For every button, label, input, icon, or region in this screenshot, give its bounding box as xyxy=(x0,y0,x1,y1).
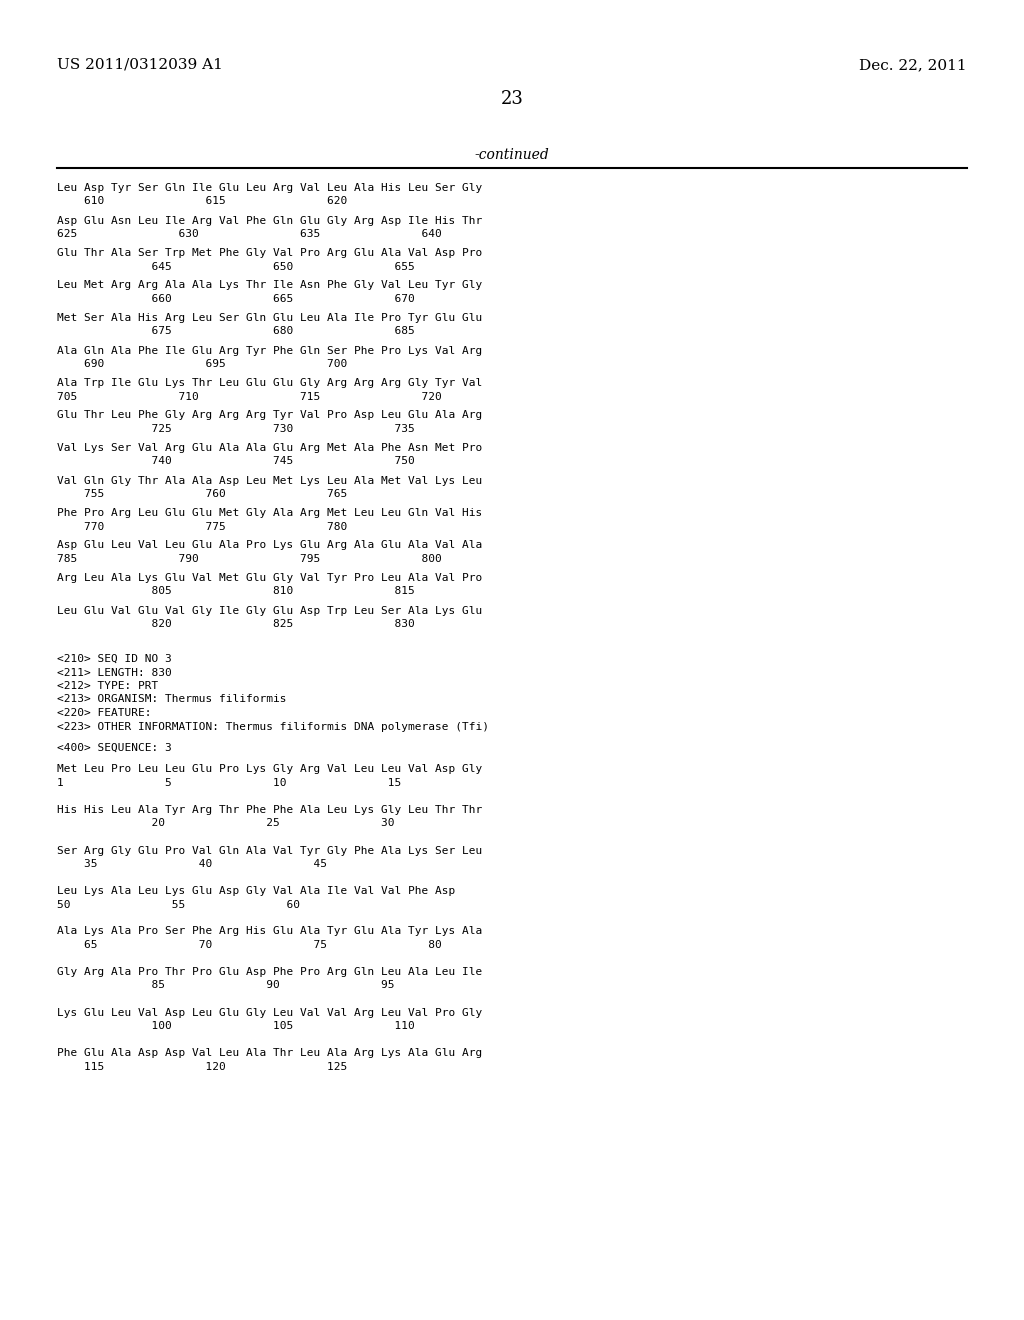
Text: 85               90               95: 85 90 95 xyxy=(57,981,394,990)
Text: Leu Glu Val Glu Val Gly Ile Gly Glu Asp Trp Leu Ser Ala Lys Glu: Leu Glu Val Glu Val Gly Ile Gly Glu Asp … xyxy=(57,606,482,615)
Text: Ser Arg Gly Glu Pro Val Gln Ala Val Tyr Gly Phe Ala Lys Ser Leu: Ser Arg Gly Glu Pro Val Gln Ala Val Tyr … xyxy=(57,846,482,855)
Text: 805               810               815: 805 810 815 xyxy=(57,586,415,597)
Text: <220> FEATURE:: <220> FEATURE: xyxy=(57,708,152,718)
Text: Glu Thr Ala Ser Trp Met Phe Gly Val Pro Arg Glu Ala Val Asp Pro: Glu Thr Ala Ser Trp Met Phe Gly Val Pro … xyxy=(57,248,482,257)
Text: Leu Lys Ala Leu Lys Glu Asp Gly Val Ala Ile Val Val Phe Asp: Leu Lys Ala Leu Lys Glu Asp Gly Val Ala … xyxy=(57,886,456,896)
Text: 675               680               685: 675 680 685 xyxy=(57,326,415,337)
Text: <211> LENGTH: 830: <211> LENGTH: 830 xyxy=(57,668,172,677)
Text: 645               650               655: 645 650 655 xyxy=(57,261,415,272)
Text: <213> ORGANISM: Thermus filiformis: <213> ORGANISM: Thermus filiformis xyxy=(57,694,287,705)
Text: Ala Gln Ala Phe Ile Glu Arg Tyr Phe Gln Ser Phe Pro Lys Val Arg: Ala Gln Ala Phe Ile Glu Arg Tyr Phe Gln … xyxy=(57,346,482,355)
Text: 23: 23 xyxy=(501,90,523,108)
Text: <212> TYPE: PRT: <212> TYPE: PRT xyxy=(57,681,159,690)
Text: 785               790               795               800: 785 790 795 800 xyxy=(57,554,441,564)
Text: Lys Glu Leu Val Asp Leu Glu Gly Leu Val Val Arg Leu Val Pro Gly: Lys Glu Leu Val Asp Leu Glu Gly Leu Val … xyxy=(57,1007,482,1018)
Text: 660               665               670: 660 665 670 xyxy=(57,294,415,304)
Text: Met Ser Ala His Arg Leu Ser Gln Glu Leu Ala Ile Pro Tyr Glu Glu: Met Ser Ala His Arg Leu Ser Gln Glu Leu … xyxy=(57,313,482,323)
Text: Met Leu Pro Leu Leu Glu Pro Lys Gly Arg Val Leu Leu Val Asp Gly: Met Leu Pro Leu Leu Glu Pro Lys Gly Arg … xyxy=(57,764,482,775)
Text: 50               55               60: 50 55 60 xyxy=(57,899,300,909)
Text: US 2011/0312039 A1: US 2011/0312039 A1 xyxy=(57,58,223,73)
Text: 610               615               620: 610 615 620 xyxy=(57,197,347,206)
Text: 690               695               700: 690 695 700 xyxy=(57,359,347,370)
Text: 740               745               750: 740 745 750 xyxy=(57,457,415,466)
Text: 115               120               125: 115 120 125 xyxy=(57,1061,347,1072)
Text: Asp Glu Asn Leu Ile Arg Val Phe Gln Glu Gly Arg Asp Ile His Thr: Asp Glu Asn Leu Ile Arg Val Phe Gln Glu … xyxy=(57,215,482,226)
Text: 625               630               635               640: 625 630 635 640 xyxy=(57,228,441,239)
Text: Asp Glu Leu Val Leu Glu Ala Pro Lys Glu Arg Ala Glu Ala Val Ala: Asp Glu Leu Val Leu Glu Ala Pro Lys Glu … xyxy=(57,540,482,550)
Text: Leu Met Arg Arg Ala Ala Lys Thr Ile Asn Phe Gly Val Leu Tyr Gly: Leu Met Arg Arg Ala Ala Lys Thr Ile Asn … xyxy=(57,281,482,290)
Text: Val Lys Ser Val Arg Glu Ala Ala Glu Arg Met Ala Phe Asn Met Pro: Val Lys Ser Val Arg Glu Ala Ala Glu Arg … xyxy=(57,444,482,453)
Text: His His Leu Ala Tyr Arg Thr Phe Phe Ala Leu Lys Gly Leu Thr Thr: His His Leu Ala Tyr Arg Thr Phe Phe Ala … xyxy=(57,805,482,814)
Text: Ala Trp Ile Glu Lys Thr Leu Glu Glu Gly Arg Arg Arg Gly Tyr Val: Ala Trp Ile Glu Lys Thr Leu Glu Glu Gly … xyxy=(57,378,482,388)
Text: 1               5               10               15: 1 5 10 15 xyxy=(57,777,401,788)
Text: -continued: -continued xyxy=(475,148,549,162)
Text: Glu Thr Leu Phe Gly Arg Arg Arg Tyr Val Pro Asp Leu Glu Ala Arg: Glu Thr Leu Phe Gly Arg Arg Arg Tyr Val … xyxy=(57,411,482,421)
Text: Ala Lys Ala Pro Ser Phe Arg His Glu Ala Tyr Glu Ala Tyr Lys Ala: Ala Lys Ala Pro Ser Phe Arg His Glu Ala … xyxy=(57,927,482,936)
Text: <210> SEQ ID NO 3: <210> SEQ ID NO 3 xyxy=(57,653,172,664)
Text: 20               25               30: 20 25 30 xyxy=(57,818,394,829)
Text: 755               760               765: 755 760 765 xyxy=(57,488,347,499)
Text: <223> OTHER INFORMATION: Thermus filiformis DNA polymerase (Tfi): <223> OTHER INFORMATION: Thermus filifor… xyxy=(57,722,489,731)
Text: 65               70               75               80: 65 70 75 80 xyxy=(57,940,441,950)
Text: 725               730               735: 725 730 735 xyxy=(57,424,415,434)
Text: Dec. 22, 2011: Dec. 22, 2011 xyxy=(859,58,967,73)
Text: Gly Arg Ala Pro Thr Pro Glu Asp Phe Pro Arg Gln Leu Ala Leu Ile: Gly Arg Ala Pro Thr Pro Glu Asp Phe Pro … xyxy=(57,968,482,977)
Text: Val Gln Gly Thr Ala Ala Asp Leu Met Lys Leu Ala Met Val Lys Leu: Val Gln Gly Thr Ala Ala Asp Leu Met Lys … xyxy=(57,475,482,486)
Text: Phe Glu Ala Asp Asp Val Leu Ala Thr Leu Ala Arg Lys Ala Glu Arg: Phe Glu Ala Asp Asp Val Leu Ala Thr Leu … xyxy=(57,1048,482,1059)
Text: 820               825               830: 820 825 830 xyxy=(57,619,415,630)
Text: 35               40               45: 35 40 45 xyxy=(57,859,327,869)
Text: 705               710               715               720: 705 710 715 720 xyxy=(57,392,441,401)
Text: 100               105               110: 100 105 110 xyxy=(57,1020,415,1031)
Text: Phe Pro Arg Leu Glu Glu Met Gly Ala Arg Met Leu Leu Gln Val His: Phe Pro Arg Leu Glu Glu Met Gly Ala Arg … xyxy=(57,508,482,517)
Text: <400> SEQUENCE: 3: <400> SEQUENCE: 3 xyxy=(57,743,172,752)
Text: 770               775               780: 770 775 780 xyxy=(57,521,347,532)
Text: Leu Asp Tyr Ser Gln Ile Glu Leu Arg Val Leu Ala His Leu Ser Gly: Leu Asp Tyr Ser Gln Ile Glu Leu Arg Val … xyxy=(57,183,482,193)
Text: Arg Leu Ala Lys Glu Val Met Glu Gly Val Tyr Pro Leu Ala Val Pro: Arg Leu Ala Lys Glu Val Met Glu Gly Val … xyxy=(57,573,482,583)
